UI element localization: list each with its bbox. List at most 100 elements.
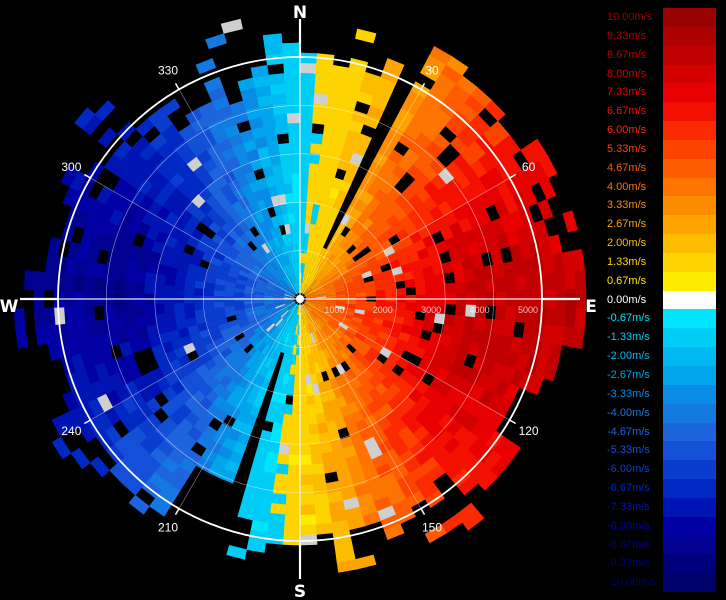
velocity-cell: [90, 379, 106, 399]
velocity-cell: [273, 473, 288, 485]
velocity-cell: [301, 283, 305, 294]
velocity-cell: [203, 76, 223, 93]
velocity-cell: [438, 167, 455, 185]
velocity-cell: [327, 94, 344, 108]
velocity-cell: [143, 282, 155, 294]
velocity-cell: [240, 87, 258, 101]
velocity-cell: [286, 384, 295, 396]
velocity-cell: [467, 341, 481, 357]
velocity-cell: [267, 263, 277, 274]
legend-row: -6.00m/s: [600, 460, 726, 480]
velocity-cell: [160, 180, 177, 197]
range-label: 4000: [470, 305, 490, 315]
velocity-cell: [505, 228, 520, 247]
velocity-cell: [254, 305, 266, 311]
velocity-cell: [284, 504, 301, 516]
velocity-cell: [403, 457, 422, 475]
velocity-cell: [303, 354, 310, 366]
velocity-cell: [303, 324, 308, 336]
velocity-cell: [153, 423, 171, 441]
velocity-cell: [123, 380, 139, 398]
velocity-cell: [334, 539, 354, 553]
velocity-cell: [349, 432, 364, 446]
velocity-cell: [343, 281, 355, 288]
velocity-cell: [315, 300, 327, 304]
velocity-cell: [53, 307, 66, 325]
velocity-cell: [393, 273, 405, 283]
velocity-cell: [353, 441, 368, 456]
velocity-cell: [299, 364, 306, 376]
velocity-cell: [342, 139, 357, 153]
velocity-cell: [160, 481, 181, 500]
velocity-cell: [299, 192, 308, 204]
velocity-cell: [204, 341, 217, 353]
velocity-cell: [473, 317, 486, 332]
velocity-cell: [77, 244, 91, 262]
velocity-cell: [299, 474, 314, 486]
velocity-cell: [312, 473, 327, 485]
velocity-cell: [323, 263, 333, 274]
velocity-cell: [132, 205, 148, 222]
velocity-cell: [338, 336, 350, 347]
velocity-cell: [430, 407, 447, 424]
velocity-cell: [240, 161, 254, 175]
velocity-cell: [271, 163, 283, 176]
velocity-cell: [310, 278, 319, 288]
velocity-cell: [288, 303, 297, 312]
velocity-cell: [182, 342, 196, 355]
velocity-cell: [499, 334, 514, 352]
velocity-cell: [302, 334, 307, 346]
velocity-cell: [231, 260, 243, 271]
velocity-cell: [274, 302, 285, 308]
velocity-cell: [324, 410, 335, 423]
velocity-cell: [13, 308, 26, 330]
velocity-cell: [317, 381, 327, 394]
velocity-cell: [528, 339, 543, 359]
velocity-cell: [342, 497, 360, 511]
velocity-cell: [438, 413, 455, 431]
velocity-cell: [542, 324, 555, 344]
velocity-cell: [262, 33, 283, 46]
velocity-cell: [548, 234, 563, 255]
velocity-cell: [260, 187, 271, 200]
velocity-cell: [287, 264, 293, 275]
velocity-cell: [198, 328, 211, 339]
velocity-cell: [278, 143, 290, 155]
velocity-cell: [305, 334, 310, 345]
velocity-cell: [165, 265, 178, 278]
velocity-cell: [234, 304, 245, 311]
velocity-cell: [308, 322, 315, 334]
velocity-cell: [381, 269, 394, 279]
velocity-cell: [328, 500, 346, 514]
velocity-cell: [170, 337, 184, 351]
velocity-cell: [285, 92, 301, 104]
velocity-cell: [43, 272, 56, 291]
velocity-cell: [213, 250, 226, 262]
velocity-cell: [274, 317, 284, 327]
velocity-cell: [263, 461, 277, 474]
velocity-cell: [69, 170, 88, 192]
velocity-cell: [161, 164, 178, 182]
velocity-cell: [322, 359, 332, 371]
velocity-cell: [375, 301, 387, 309]
velocity-cell: [191, 389, 206, 405]
velocity-cell: [235, 349, 248, 362]
velocity-cell: [495, 397, 513, 418]
legend-row: -2.00m/s: [600, 347, 726, 367]
velocity-cell: [315, 372, 324, 384]
velocity-cell: [145, 397, 162, 414]
velocity-cell: [220, 347, 233, 359]
velocity-cell: [486, 235, 501, 252]
velocity-cell: [310, 143, 322, 155]
velocity-cell: [443, 371, 459, 388]
velocity-cell: [266, 336, 276, 347]
velocity-cell: [528, 239, 543, 259]
velocity-cell: [126, 327, 139, 342]
velocity-cell: [290, 285, 297, 295]
azimuth-tick: [174, 508, 180, 516]
velocity-cell: [382, 425, 398, 441]
velocity-cell: [173, 346, 187, 359]
velocity-cell: [338, 267, 349, 276]
velocity-cell: [487, 166, 505, 187]
velocity-cell: [391, 418, 408, 434]
